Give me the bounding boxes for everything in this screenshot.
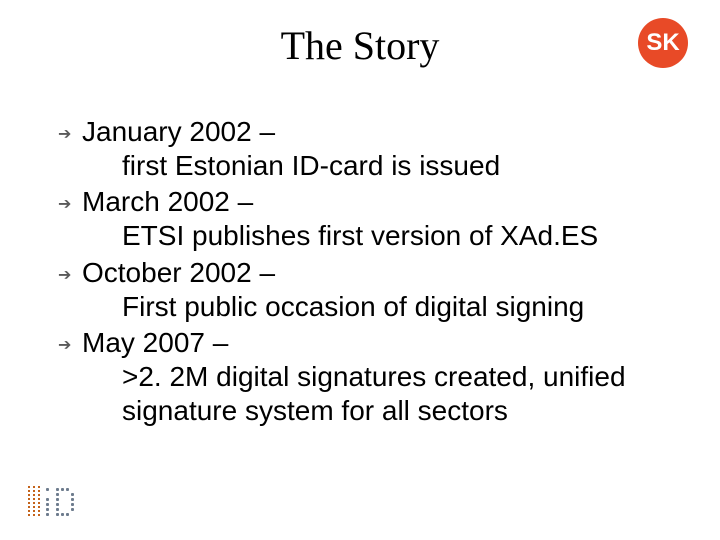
bullet-sub: >2. 2M digital signatures created, unifi… xyxy=(82,360,670,428)
footer-logo-bars xyxy=(28,486,40,518)
slide-title: The Story xyxy=(0,22,720,69)
id-footer-logo xyxy=(28,486,74,518)
footer-logo-bar xyxy=(33,486,35,518)
bullet-text: October 2002 – First public occasion of … xyxy=(82,256,670,324)
bullet-head: March 2002 – xyxy=(82,185,670,219)
bullet-arrow-icon: ➔ xyxy=(58,115,82,143)
bullet-sub: first Estonian ID-card is issued xyxy=(82,149,670,183)
bullet-head: January 2002 – xyxy=(82,115,670,149)
list-item: ➔ March 2002 – ETSI publishes first vers… xyxy=(58,185,670,253)
bullet-text: March 2002 – ETSI publishes first versio… xyxy=(82,185,670,253)
bullet-text: May 2007 – >2. 2M digital signatures cre… xyxy=(82,326,670,428)
list-item: ➔ January 2002 – first Estonian ID-card … xyxy=(58,115,670,183)
footer-logo-bar xyxy=(38,486,40,518)
bullet-head: May 2007 – xyxy=(82,326,670,360)
bullet-arrow-icon: ➔ xyxy=(58,256,82,284)
footer-logo-bar xyxy=(28,486,30,518)
list-item: ➔ May 2007 – >2. 2M digital signatures c… xyxy=(58,326,670,428)
bullet-text: January 2002 – first Estonian ID-card is… xyxy=(82,115,670,183)
bullet-arrow-icon: ➔ xyxy=(58,326,82,354)
bullet-sub: ETSI publishes first version of XAd.ES xyxy=(82,219,670,253)
bullet-list: ➔ January 2002 – first Estonian ID-card … xyxy=(58,115,670,430)
footer-logo-dot-grid xyxy=(46,488,74,516)
bullet-head: October 2002 – xyxy=(82,256,670,290)
bullet-arrow-icon: ➔ xyxy=(58,185,82,213)
sk-logo-text: SK xyxy=(646,29,679,57)
list-item: ➔ October 2002 – First public occasion o… xyxy=(58,256,670,324)
bullet-sub: First public occasion of digital signing xyxy=(82,290,670,324)
sk-logo: SK xyxy=(638,18,688,68)
